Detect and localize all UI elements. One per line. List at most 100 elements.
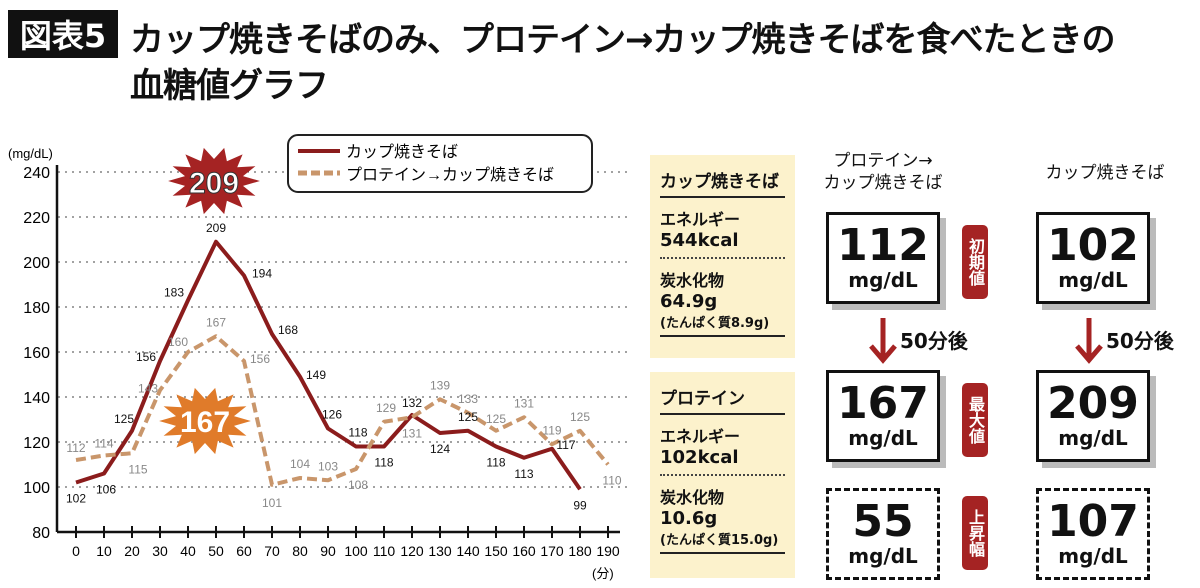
data-label: 124 [430, 442, 450, 456]
data-label: 209 [206, 221, 226, 235]
carb-label: 炭水化物 [660, 488, 725, 507]
x-tick-label: 130 [428, 543, 452, 559]
data-label: 114 [94, 437, 113, 451]
info-title: カップ焼きそば [660, 161, 785, 198]
x-tick-label: 120 [400, 543, 424, 559]
x-tick-label: 60 [236, 543, 252, 559]
x-tick-label: 40 [180, 543, 196, 559]
initial-value-cup-only: 102 mg/dL [1036, 212, 1150, 304]
data-label: 183 [164, 285, 184, 299]
info-card-protein: プロテイン エネルギー 102kcal 炭水化物 10.6g (たんぱく質15.… [650, 372, 795, 578]
label-initial: 初期値 [962, 225, 988, 299]
x-tick-label: 80 [292, 543, 308, 559]
data-label: 113 [514, 467, 533, 481]
legend-label-1: カップ焼きそば [346, 143, 458, 161]
y-tick-label: 120 [23, 435, 50, 452]
x-tick-label: 150 [484, 543, 508, 559]
energy-value: 102kcal [660, 447, 739, 468]
x-tick-label: 30 [152, 543, 168, 559]
data-label: 194 [252, 267, 272, 281]
x-tick-label: 90 [320, 543, 336, 559]
y-tick-label: 140 [23, 390, 50, 407]
data-label: 108 [348, 478, 368, 492]
down-arrow-icon [1075, 318, 1103, 364]
label-rise: 上昇幅 [962, 496, 988, 570]
x-tick-label: 180 [568, 543, 592, 559]
y-tick-label: 100 [23, 480, 50, 497]
initial-value-protein-first: 112 mg/dL [826, 212, 940, 304]
label-max: 最大値 [962, 383, 988, 457]
legend-label-2: プロテイン→カップ焼きそば [346, 166, 554, 184]
data-label: 106 [96, 483, 116, 497]
protein-value: (たんぱく質15.0g) [660, 529, 785, 554]
y-axis-label: (mg/dL) [8, 146, 53, 161]
y-tick-label: 160 [23, 345, 50, 362]
after-50min-label: 50分後 [900, 329, 968, 353]
data-label: 125 [458, 410, 478, 424]
x-tick-label: 170 [540, 543, 564, 559]
data-label: 117 [556, 438, 575, 452]
chart-title-line2: 血糖値グラフ [130, 66, 329, 106]
data-label: 131 [402, 426, 422, 440]
data-label: 125 [570, 410, 590, 424]
y-tick-label: 220 [23, 210, 50, 227]
carb-label: 炭水化物 [660, 271, 725, 290]
x-tick-label: 160 [512, 543, 536, 559]
y-tick-label: 200 [23, 255, 50, 272]
y-tick-label: 240 [23, 165, 50, 182]
max-value-cup-only: 209 mg/dL [1036, 370, 1150, 462]
data-label: 102 [66, 492, 86, 506]
protein-value: (たんぱく質8.9g) [660, 312, 785, 337]
y-tick-label: 180 [23, 300, 50, 317]
data-label: 149 [306, 368, 326, 382]
data-label: 168 [278, 323, 298, 337]
max-value-protein-first: 167 mg/dL [826, 370, 940, 462]
x-axis-label: (分) [592, 566, 614, 581]
data-label: 126 [322, 408, 342, 422]
carb-value: 64.9g [660, 291, 718, 312]
energy-label: エネルギー [660, 427, 741, 446]
figure-tag: 図表5 [8, 10, 118, 58]
energy-label: エネルギー [660, 210, 741, 229]
data-label: 118 [374, 456, 393, 470]
data-label: 104 [290, 457, 310, 471]
data-label: 129 [376, 401, 396, 415]
data-label: 156 [136, 350, 156, 364]
info-title: プロテイン [660, 378, 785, 415]
data-label: 112 [66, 441, 85, 455]
chart-title-line1: カップ焼きそばのみ、プロテイン→カップ焼きそばを食べたときの [130, 20, 1115, 60]
data-label: 133 [458, 392, 478, 406]
legend: カップ焼きそば プロテイン→カップ焼きそば [287, 134, 593, 193]
carb-value: 10.6g [660, 508, 718, 529]
data-label: 167 [206, 315, 226, 329]
rise-protein-first: 55 mg/dL [826, 488, 940, 580]
svg-text:167: 167 [180, 406, 230, 439]
x-tick-label: 50 [208, 543, 224, 559]
data-label: 132 [402, 396, 422, 410]
data-label: 103 [318, 459, 338, 473]
series-line-2 [75, 334, 610, 487]
svg-text:209: 209 [189, 167, 239, 200]
x-tick-label: 70 [264, 543, 280, 559]
burst-209: 209 [168, 147, 260, 215]
series-line-1 [75, 239, 582, 491]
data-label: 115 [128, 462, 147, 476]
data-label: 99 [573, 498, 587, 512]
x-tick-label: 100 [344, 543, 368, 559]
after-50min-label: 50分後 [1106, 329, 1174, 353]
data-label: 110 [602, 474, 621, 488]
rise-cup-only: 107 mg/dL [1036, 488, 1150, 580]
x-tick-label: 20 [124, 543, 140, 559]
data-label: 118 [348, 426, 367, 440]
info-card-cup-yakisoba: カップ焼きそば エネルギー 544kcal 炭水化物 64.9g (たんぱく質8… [650, 155, 795, 358]
data-label: 139 [430, 378, 450, 392]
data-label: 125 [486, 412, 506, 426]
down-arrow-icon [869, 318, 897, 364]
energy-value: 544kcal [660, 230, 739, 251]
burst-167: 167 [159, 387, 251, 455]
data-label: 125 [114, 412, 134, 426]
x-tick-label: 10 [96, 543, 112, 559]
x-tick-label: 190 [596, 543, 620, 559]
column-header-protein-first: プロテイン→ カップ焼きそば [823, 151, 943, 193]
